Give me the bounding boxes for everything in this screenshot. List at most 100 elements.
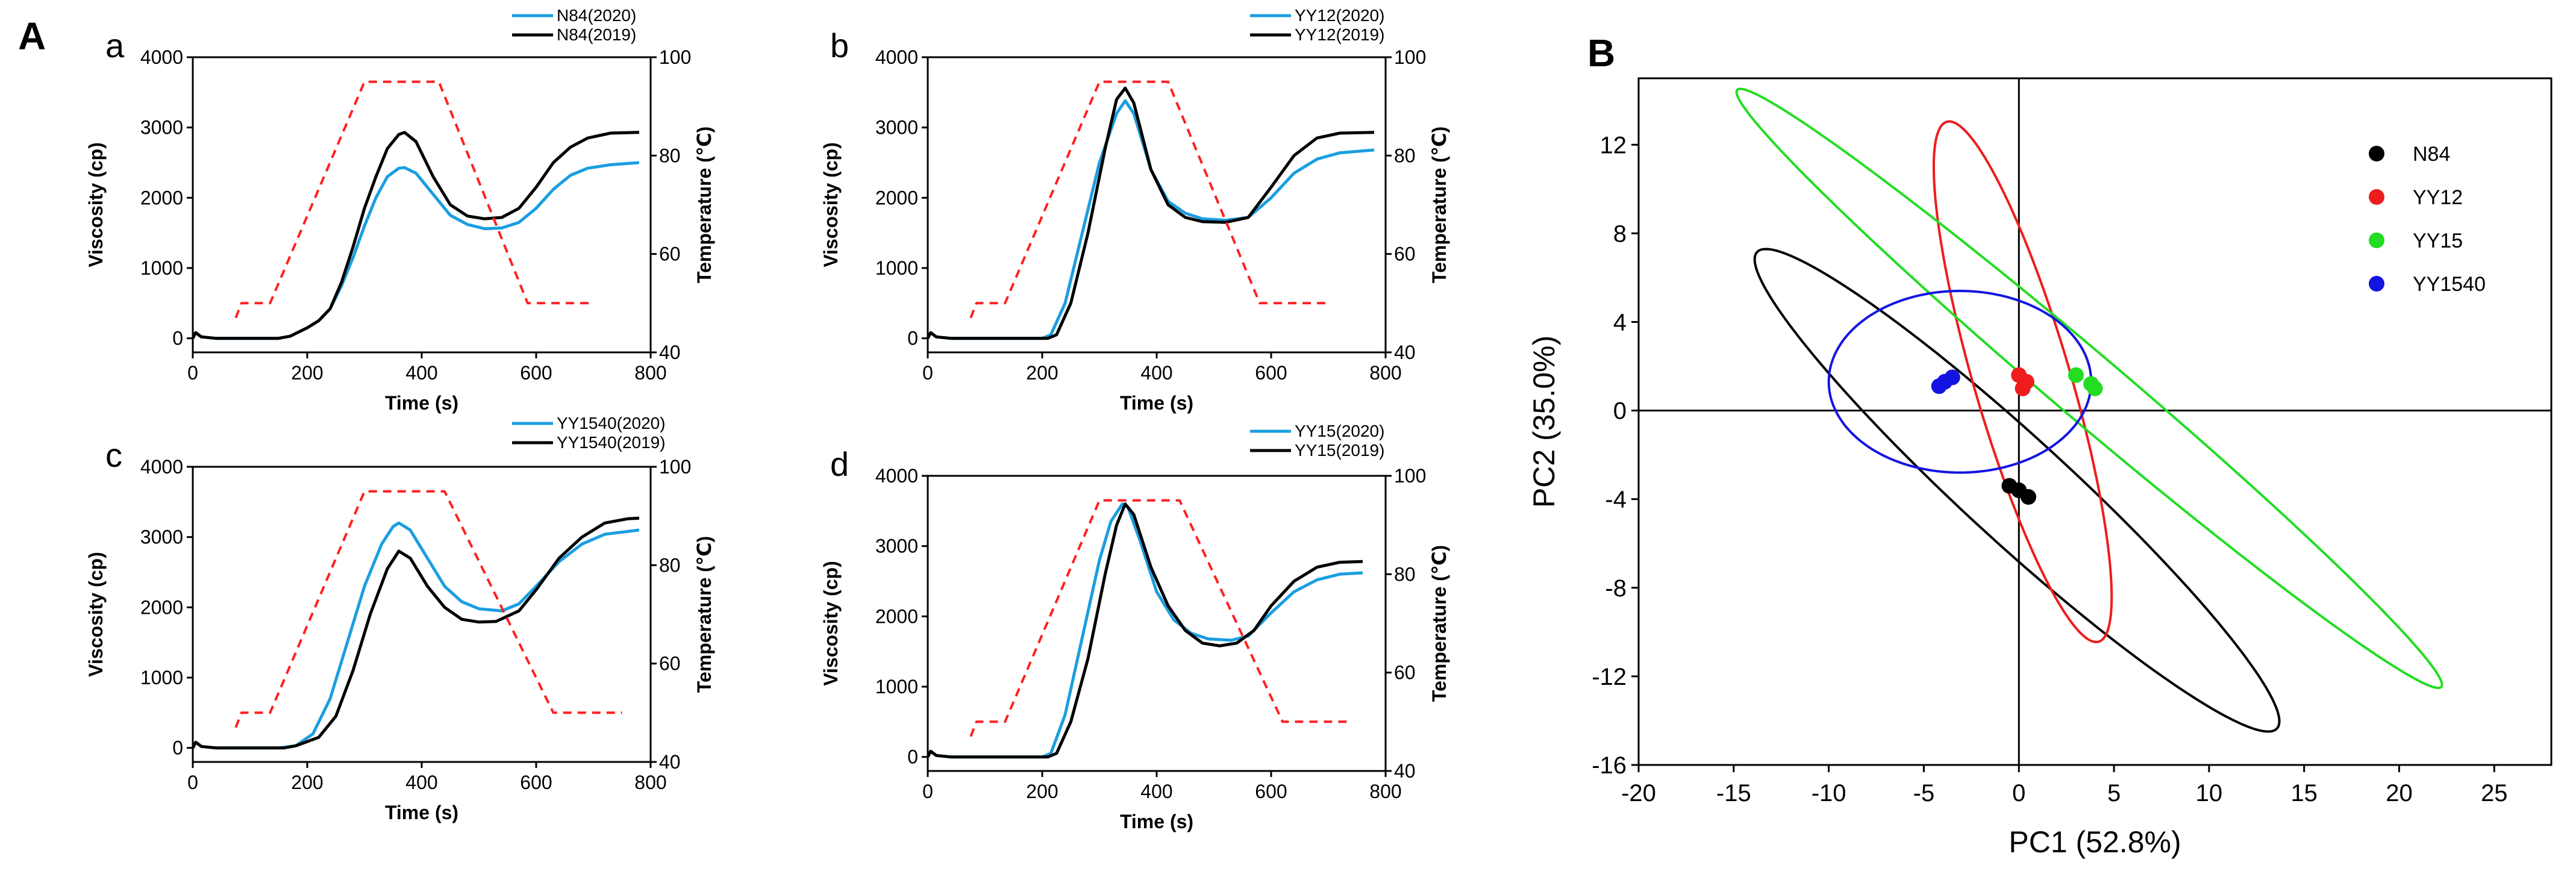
y-tick-label: 4000 [875, 46, 918, 68]
pca-point-yy15 [2068, 367, 2084, 383]
y-tick-label: 2000 [875, 187, 918, 208]
pca-y-tick-label: 12 [1600, 132, 1627, 158]
viscosity-line-2019 [926, 86, 1375, 340]
pca-y-tick-label: 8 [1613, 220, 1627, 247]
y-tick-label: 3000 [140, 117, 183, 139]
y-tick-label: 4000 [875, 465, 918, 487]
x-tick-label: 200 [1026, 362, 1058, 384]
pca-legend-label: YY1540 [2413, 273, 2486, 296]
plot-frame [192, 56, 652, 354]
x-tick-label: 0 [187, 362, 198, 384]
x-tick-label: 800 [634, 772, 666, 793]
y2-tick-label: 40 [1394, 342, 1416, 363]
x-tick-label: 600 [1255, 781, 1287, 802]
y-tick-label: 3000 [875, 535, 918, 557]
x-tick-label: 0 [187, 772, 198, 793]
y2-tick-label: 80 [1394, 145, 1416, 166]
pca-y-tick-label: 0 [1613, 398, 1627, 425]
panel-label-A: A [18, 14, 46, 58]
y2-axis-label: Temperature (℃) [1428, 545, 1450, 702]
x-tick-label: 400 [1140, 781, 1172, 802]
subpanel-label-b: b [830, 27, 849, 64]
pca-x-tick-label: 5 [2107, 780, 2121, 807]
plot-frame [927, 56, 1387, 354]
x-tick-label: 400 [405, 772, 437, 793]
viscosity-charts: a0 200 400 600 80001000200030004000406080100… [85, 6, 1450, 832]
y2-tick-label: 60 [659, 653, 681, 675]
subpanel-label-d: d [830, 445, 849, 483]
y2-tick-label: 60 [1394, 243, 1416, 265]
confidence-ellipse-n84 [1753, 248, 2281, 733]
y2-axis-label: Temperature (℃) [693, 536, 715, 693]
pca-legend-marker-yy12 [2369, 189, 2384, 205]
subpanel-label-c: c [105, 436, 122, 474]
y-tick-label: 2000 [140, 596, 183, 618]
viscosity-chart-c: c 0 200 400 600 800 0 1000 2000 3000 4000 40 60 80 100… [85, 414, 715, 823]
y2-tick-label: 80 [1394, 563, 1416, 585]
temperature-line [969, 80, 1328, 319]
plot-frame [192, 466, 652, 763]
viscosity-line-2019 [191, 516, 640, 750]
legend-label: N84(2019) [557, 25, 636, 44]
viscosity-line-2020 [191, 161, 640, 340]
pca-x-tick-label: 25 [2481, 780, 2508, 807]
pca-plot: -20 -15 -10 -5 0 5 10 15 20 25 -16 -12 -8 -4 0 4 8 12 PC1 … [1527, 77, 2553, 859]
x-tick-label: 800 [634, 362, 666, 384]
x-tick-label: 0 [922, 781, 933, 802]
pca-x-tick-label: 0 [2012, 780, 2025, 807]
pca-x-tick-label: -20 [1621, 780, 1656, 807]
y-axis-label: Viscosity (cp) [820, 561, 842, 685]
pca-x-tick-label: 10 [2196, 780, 2223, 807]
y2-tick-label: 40 [659, 342, 681, 363]
viscosity-line-2020 [926, 502, 1363, 759]
x-tick-label: 400 [1140, 362, 1172, 384]
y2-tick-label: 100 [659, 456, 691, 478]
legend-label: YY1540(2019) [557, 433, 666, 452]
pca-y-axis-label: PC2 (35.0%) [1527, 335, 1561, 508]
pca-x-axis-label: PC1 (52.8%) [2009, 825, 2181, 859]
legend-label: YY12(2019) [1295, 25, 1384, 44]
pca-legend-label: YY12 [2413, 186, 2463, 209]
y2-tick-label: 80 [659, 145, 681, 166]
y-axis-label: Viscosity (cp) [85, 142, 107, 267]
x-tick-label: 600 [520, 772, 552, 793]
pca-legend-marker-yy15 [2369, 232, 2384, 248]
y-tick-label: 1000 [140, 667, 183, 688]
y-axis-label: Viscosity (cp) [85, 552, 107, 676]
viscosity-line-2019 [191, 131, 640, 340]
pca-legend-label: N84 [2413, 143, 2450, 166]
confidence-ellipse-yy15 [1735, 87, 2443, 690]
legend-label: N84(2020) [557, 6, 636, 25]
y-tick-label: 1000 [140, 257, 183, 279]
panel-label-B: B [1587, 31, 1615, 75]
y-tick-label: 4000 [140, 456, 183, 478]
temperature-line [234, 490, 622, 728]
x-axis-label: Time (s) [1120, 392, 1193, 414]
y2-tick-label: 100 [1394, 465, 1426, 487]
x-tick-label: 800 [1369, 781, 1401, 802]
x-tick-label: 200 [291, 362, 323, 384]
pca-legend-marker-yy1540 [2369, 276, 2384, 292]
y-tick-label: 3000 [140, 526, 183, 548]
confidence-ellipse-yy1540 [1827, 289, 2093, 474]
y-tick-label: 0 [172, 737, 183, 759]
x-axis-label: Time (s) [385, 392, 458, 414]
x-axis-label: Time (s) [385, 802, 458, 823]
y2-tick-label: 40 [1394, 760, 1416, 782]
pca-x-tick-label: -15 [1716, 780, 1751, 807]
y-tick-label: 2000 [875, 605, 918, 627]
pca-x-tick-label: -5 [1913, 780, 1935, 807]
pca-point-n84 [2021, 489, 2037, 505]
x-tick-label: 600 [520, 362, 552, 384]
y-tick-label: 4000 [140, 46, 183, 68]
x-tick-label: 0 [922, 362, 933, 384]
viscosity-chart-b: b 0 200 400 600 800 0 1000 2000 3000 4000 40 60 80 100… [820, 6, 1450, 414]
legend-label: YY1540(2020) [557, 414, 666, 432]
viscosity-line-2020 [191, 521, 640, 750]
y-tick-label: 0 [907, 746, 918, 768]
x-tick-label: 600 [1255, 362, 1287, 384]
pca-y-tick-label: -16 [1592, 752, 1627, 779]
pca-frame [1637, 77, 2553, 766]
pca-chart: -20 -15 -10 -5 0 5 10 15 20 25 -16 -12 -8 -4 0 4 8 12 PC1 … [1527, 77, 2553, 859]
